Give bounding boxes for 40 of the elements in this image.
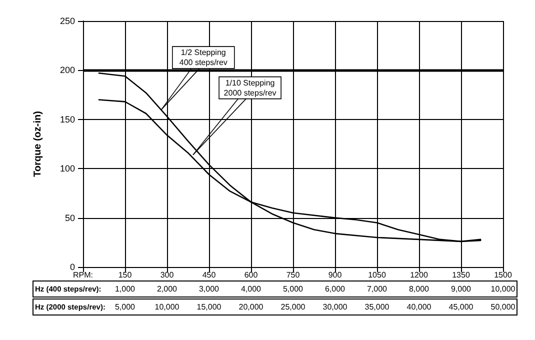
- y-tick-label: 150: [60, 114, 75, 124]
- x-tick-label: 450: [202, 270, 216, 280]
- x-tick-label: 1500: [494, 270, 512, 280]
- annotation: 1/10 Stepping 2000 steps/rev: [224, 78, 276, 98]
- x2-tick-label: 3,000: [198, 284, 220, 294]
- y-tick-label: 0: [70, 262, 75, 272]
- text: 25,000: [280, 302, 306, 312]
- text: 40,000: [406, 302, 432, 312]
- x2-tick-label: 4,000: [240, 284, 262, 294]
- x2-tick-label: 6,000: [324, 284, 346, 294]
- text: 30,000: [322, 302, 348, 312]
- x2-tick-label: 8,000: [408, 284, 430, 294]
- x2-tick-label: 7,000: [366, 284, 388, 294]
- y-tick-label: 200: [60, 65, 75, 76]
- x-tick-label: 1050: [368, 270, 386, 280]
- text: 20,000: [238, 302, 264, 312]
- x2-tick-label: 2,000: [156, 284, 178, 294]
- x-tick-label: 900: [328, 270, 342, 280]
- x-tick-label: RPM:: [73, 270, 93, 280]
- x-tick-label: 150: [118, 270, 132, 280]
- y-tick-label: 50: [64, 212, 75, 223]
- text: 50,000: [490, 302, 516, 312]
- y-tick-label: 100: [60, 164, 75, 174]
- x2-tick-label: 9,000: [450, 284, 472, 294]
- y-axis-title: Torque (oz-in): [32, 111, 44, 177]
- x-tick-label: 1350: [452, 270, 470, 280]
- text: 35,000: [364, 302, 390, 312]
- annotation: 1/2 Stepping 400 steps/rev: [179, 48, 228, 68]
- x-tick-label: 750: [286, 270, 300, 280]
- x2-tick-label: 10,000: [490, 284, 516, 294]
- x2-tick-label: 1,000: [114, 284, 136, 294]
- text: 45,000: [448, 302, 474, 312]
- text: 5,000: [114, 302, 136, 312]
- x-tick-label: 300: [160, 270, 174, 280]
- x2-tick-label: 5,000: [282, 284, 304, 294]
- y-tick-label: 250: [60, 16, 75, 26]
- x-tick-label: 1200: [410, 270, 428, 280]
- x-tick-label: 600: [244, 270, 258, 280]
- text: 10,000: [154, 302, 180, 312]
- text: 15,000: [196, 302, 222, 312]
